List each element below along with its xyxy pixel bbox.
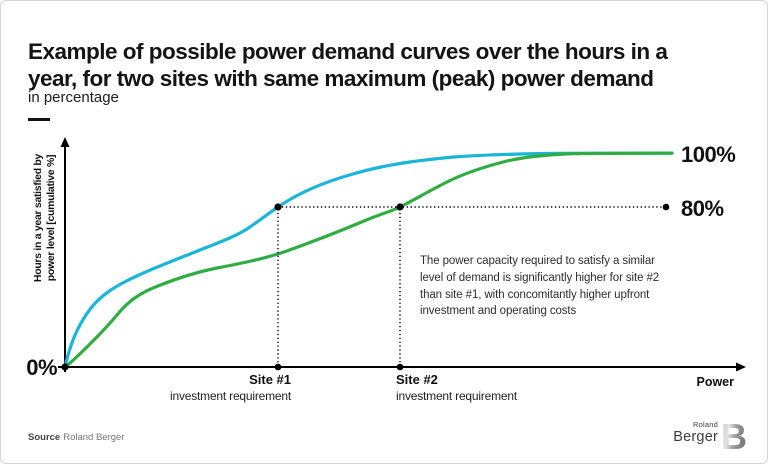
annotation-text: The power capacity required to satisfy a… bbox=[420, 255, 660, 318]
site1-title: Site #1 bbox=[249, 372, 291, 387]
svg-text:B: B bbox=[721, 416, 747, 456]
site2-subtitle: investment requirement bbox=[396, 389, 517, 403]
source-value: Roland Berger bbox=[63, 432, 125, 443]
logo-roland-text: Roland bbox=[693, 420, 718, 429]
logo-berger-text: Berger bbox=[673, 428, 718, 445]
level-80pct-dot bbox=[662, 203, 670, 211]
source-label: Source bbox=[28, 432, 61, 443]
y-axis-arrow-icon bbox=[60, 137, 70, 147]
x-axis-arrow-icon bbox=[736, 362, 746, 372]
logo-wordmark: Roland Berger bbox=[641, 415, 718, 444]
site2-curve bbox=[63, 151, 674, 369]
x-axis-label: Power bbox=[696, 375, 734, 389]
y-axis bbox=[60, 137, 70, 372]
axis-site2-dot bbox=[396, 363, 404, 371]
source-line: Source Roland Berger bbox=[28, 432, 124, 443]
site2-title: Site #2 bbox=[396, 372, 438, 387]
site2-80pct-dot bbox=[396, 203, 404, 211]
y-axis-label: Hours in a year satisfied by power level… bbox=[32, 153, 57, 283]
chart-subtitle: in percentage bbox=[28, 89, 119, 106]
title-dash bbox=[28, 118, 50, 121]
level-80-label: 80% bbox=[681, 196, 724, 221]
axis-site1-dot bbox=[274, 363, 282, 371]
origin-dot bbox=[61, 363, 69, 371]
roland-berger-logo: Roland Berger B bbox=[641, 415, 751, 456]
dotted-guides bbox=[277, 206, 664, 365]
site2-axis-label: Site #2 investment requirement bbox=[396, 372, 571, 404]
level-100-label: 100% bbox=[681, 142, 736, 167]
site1-subtitle: investment requirement bbox=[170, 389, 291, 403]
marker-dots bbox=[61, 203, 670, 371]
site1-axis-label: Site #1 investment requirement bbox=[131, 372, 291, 404]
origin-tick-label: 0% bbox=[26, 355, 57, 380]
page-title: Example of possible power demand curves … bbox=[28, 39, 668, 92]
logo-b-icon: B bbox=[721, 416, 747, 456]
site1-80pct-dot bbox=[274, 203, 282, 211]
